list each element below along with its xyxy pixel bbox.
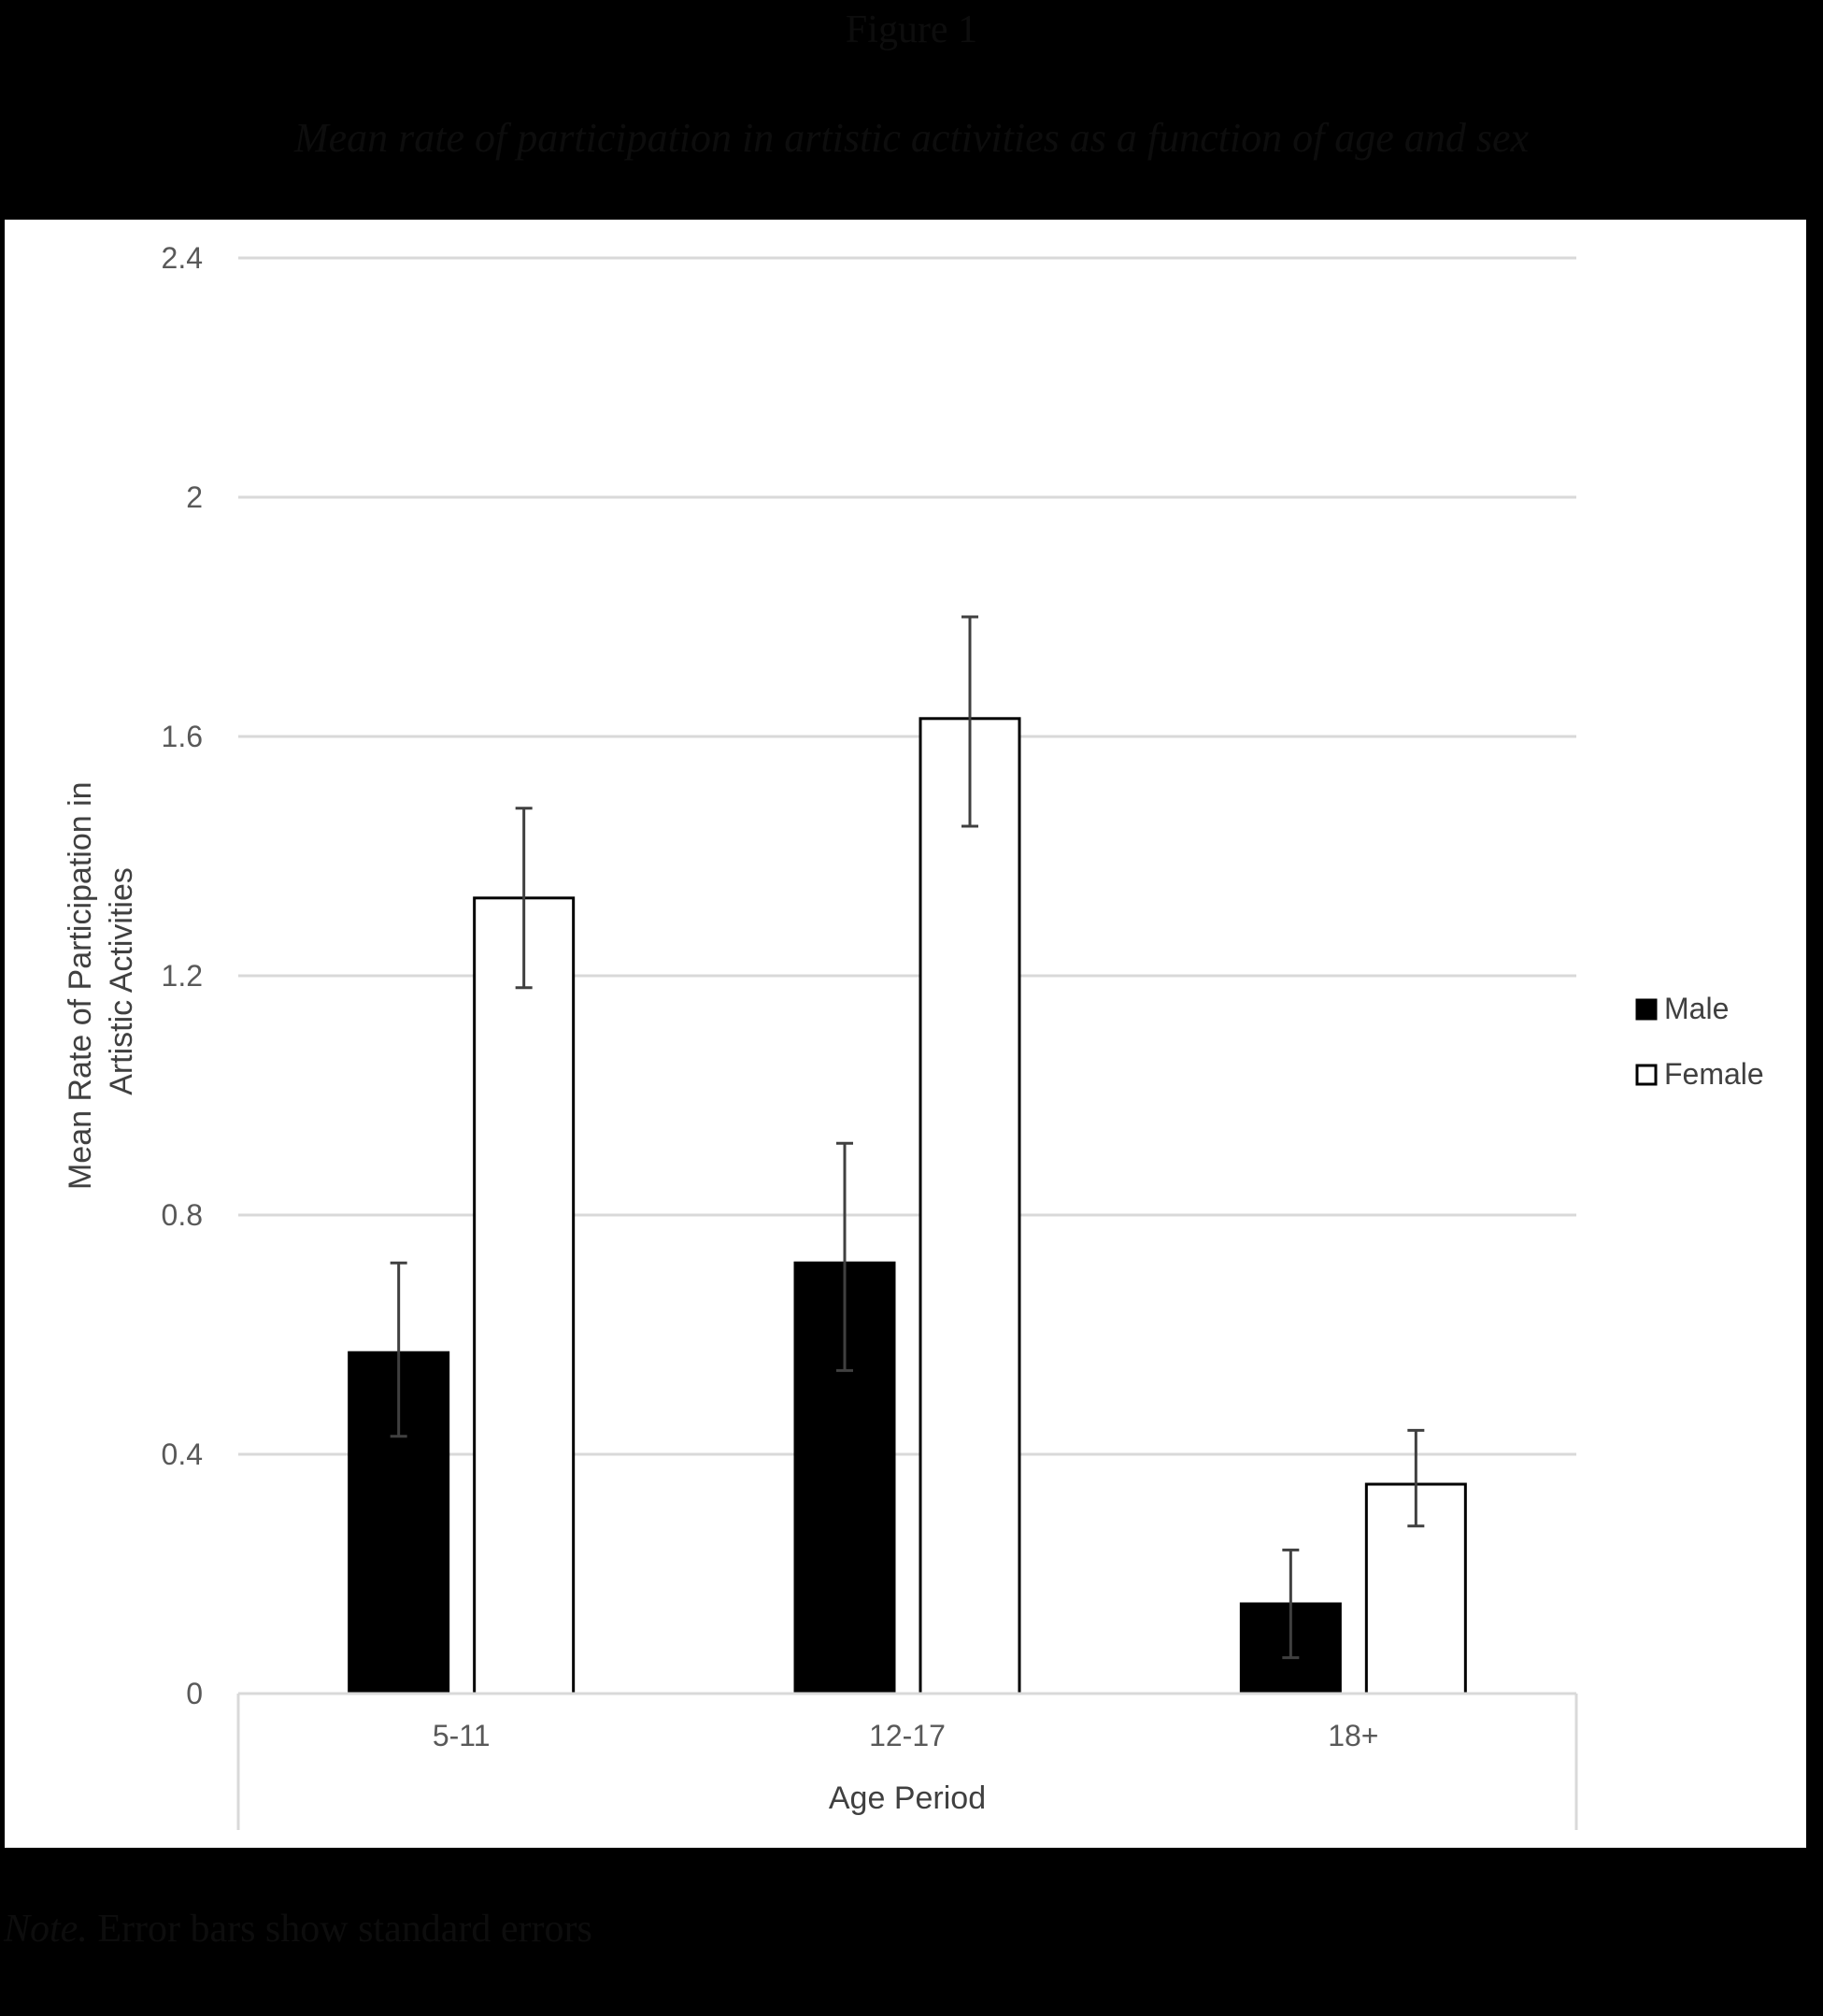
x-tick-label: 18+ — [1328, 1719, 1378, 1752]
bar-chart: 0 0.4 0.8 1.2 1.6 2 2.4 5-11 12-17 18+ Age Perio… — [63, 241, 1764, 1830]
chart-area: 0 0.4 0.8 1.2 1.6 2 2.4 5-11 12-17 18+ Age Perio… — [5, 220, 1806, 1848]
figure-label: Figure 1 — [845, 8, 978, 51]
figure-note-lead: Note. — [4, 1908, 88, 1951]
error-bar-male-18+ — [1282, 1548, 1300, 1660]
bar-female-12-17 — [919, 717, 1021, 1695]
error-bar-female-18+ — [1407, 1428, 1425, 1528]
error-bar-female-5-11 — [515, 807, 533, 990]
figure-note: Note. Error bars show standard errors — [4, 1907, 592, 1952]
bar-female-5-11 — [473, 896, 576, 1695]
y-tick-label: 2 — [186, 480, 203, 514]
legend-item-female: Female — [1635, 1057, 1764, 1091]
gridlines — [238, 256, 1576, 1456]
legend-swatch — [1635, 998, 1658, 1021]
x-axis — [236, 1692, 1578, 1830]
x-tick-label: 12-17 — [869, 1719, 946, 1752]
figure-note-text: Error bars show standard errors — [87, 1908, 592, 1951]
legend-swatch — [1635, 1064, 1658, 1086]
y-axis-title-line-2: Artistic Activities — [104, 867, 139, 1095]
y-tick-label: 1.6 — [162, 720, 203, 753]
y-tick-label: 0.8 — [162, 1198, 203, 1232]
legend-item-male: Male — [1635, 992, 1729, 1025]
y-tick-label: 2.4 — [162, 241, 203, 275]
bars — [348, 717, 1467, 1695]
y-axis-title: Mean Rate of Participation in Artistic A… — [63, 773, 139, 1190]
figure-title: Mean rate of participation in artistic a… — [293, 115, 1530, 161]
legend-label: Male — [1664, 992, 1729, 1025]
error-bars — [390, 615, 1425, 1660]
x-axis-title: Age Period — [829, 1780, 986, 1816]
x-tick-labels: 5-11 12-17 18+ — [433, 1719, 1379, 1752]
y-tick-label: 1.2 — [162, 959, 203, 993]
legend: Male Female — [1635, 992, 1764, 1091]
y-tick-label: 0.4 — [162, 1437, 203, 1471]
y-tick-labels: 0 0.4 0.8 1.2 1.6 2 2.4 — [162, 241, 203, 1710]
error-bar-male-12-17 — [836, 1141, 853, 1372]
error-bar-male-5-11 — [390, 1261, 407, 1438]
error-bar-female-12-17 — [961, 615, 978, 828]
x-tick-label: 5-11 — [433, 1719, 491, 1752]
y-axis-title-line-1: Mean Rate of Participation in — [63, 781, 98, 1190]
y-tick-label: 0 — [186, 1677, 203, 1710]
legend-label: Female — [1664, 1057, 1764, 1091]
